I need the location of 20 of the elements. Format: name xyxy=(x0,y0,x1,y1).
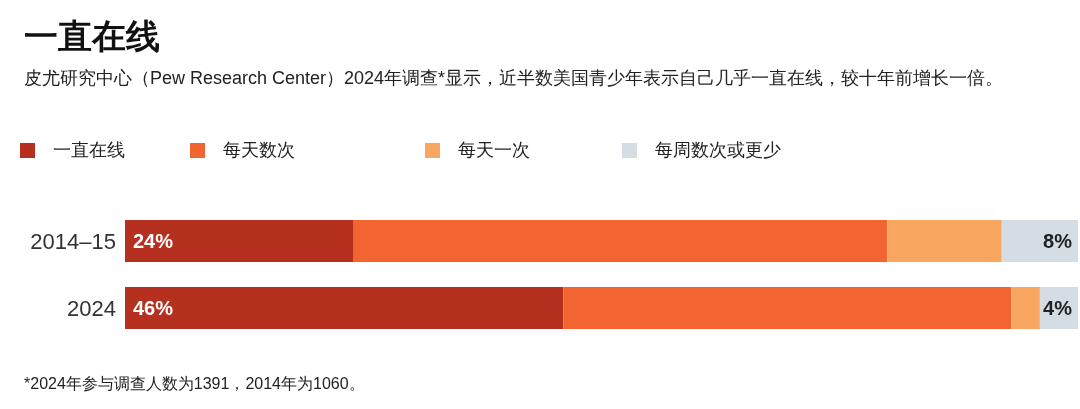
y-tick-label: 2014–15 xyxy=(30,229,116,254)
data-label: 46% xyxy=(133,297,174,319)
data-label: 24% xyxy=(133,230,174,252)
legend-label: 一直在线 xyxy=(52,139,125,162)
bar xyxy=(1011,287,1040,329)
legend-label: 每周数次或更少 xyxy=(654,139,781,162)
bar xyxy=(125,287,564,329)
y-tick-label: 2024 xyxy=(67,296,116,321)
bar xyxy=(125,220,354,262)
data-label: 8% xyxy=(1043,230,1073,252)
bar xyxy=(353,220,888,262)
bar xyxy=(563,287,1012,329)
chart-subtitle: 皮尤研究中心（Pew Research Center）2024年调查*显示，近半数美国青少年表示自己几乎一直在线，较十年前增长一倍。 xyxy=(24,67,1005,90)
bar xyxy=(1001,220,1078,262)
legend-label: 每天数次 xyxy=(222,139,295,162)
data-label: 4% xyxy=(1043,297,1073,319)
text: *2024年参与调查人数为1391，2014年为1060。 xyxy=(24,374,365,394)
legend-label: 每天一次 xyxy=(457,139,530,162)
chart-title: 一直在线 xyxy=(24,16,160,57)
bar xyxy=(887,220,1002,262)
